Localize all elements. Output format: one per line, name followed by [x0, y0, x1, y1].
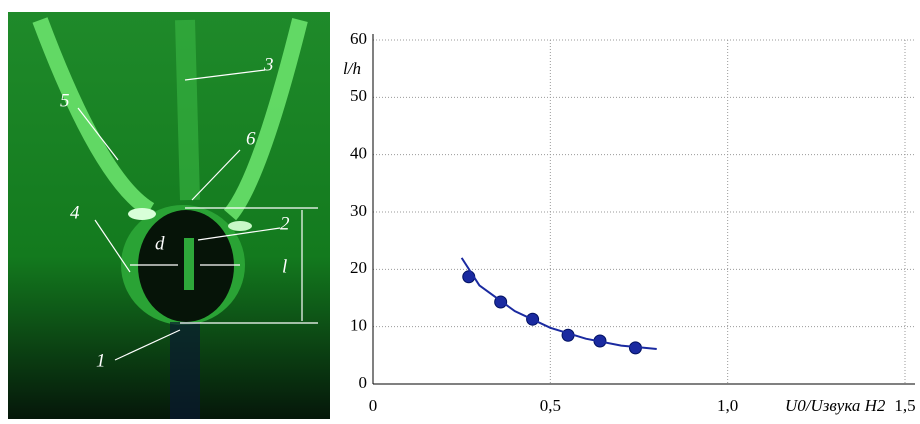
photo-label: 1 [96, 350, 106, 371]
arrow [77, 107, 119, 161]
plume [32, 17, 155, 217]
glow [128, 208, 156, 220]
y-tick-label: 30 [350, 201, 367, 220]
y-axis-label: l/h [343, 59, 361, 78]
photo: 1 2 3 4 5 6 d l [8, 12, 330, 419]
arrow [197, 227, 281, 241]
arrow [94, 219, 131, 273]
nozzle [170, 322, 200, 419]
y-tick-label: 0 [359, 373, 368, 392]
x-tick-label: 0,5 [540, 396, 561, 415]
curve [460, 257, 657, 351]
arrow [191, 149, 241, 201]
photo-label: 3 [263, 54, 274, 75]
plume [175, 19, 200, 201]
jet [184, 238, 194, 290]
photo-label: 6 [246, 128, 256, 149]
y-tick-label: 10 [350, 316, 367, 335]
photo-label: 4 [70, 202, 80, 223]
arrow [184, 69, 266, 81]
y-tick-label: 50 [350, 86, 367, 105]
x-axis-label: U0/Uзвука H2 [785, 396, 886, 415]
photo-label: 2 [280, 213, 290, 234]
chart: l/h U0/Uзвука H2 0 10 20 30 40 50 60 0 0,5 1,0 1,5 [343, 29, 916, 415]
plume [223, 18, 308, 221]
x-tick-label: 0 [369, 396, 378, 415]
photo-label: d [155, 233, 165, 254]
x-tick-label: 1,0 [717, 396, 738, 415]
photo-label: l [282, 256, 287, 277]
glow [228, 221, 252, 231]
y-tick-label: 60 [350, 29, 367, 48]
photo-label: 5 [60, 90, 70, 111]
arrow [114, 329, 181, 361]
x-tick-label: 1,5 [894, 396, 915, 415]
y-tick-label: 20 [350, 258, 367, 277]
y-tick-label: 40 [350, 144, 367, 163]
